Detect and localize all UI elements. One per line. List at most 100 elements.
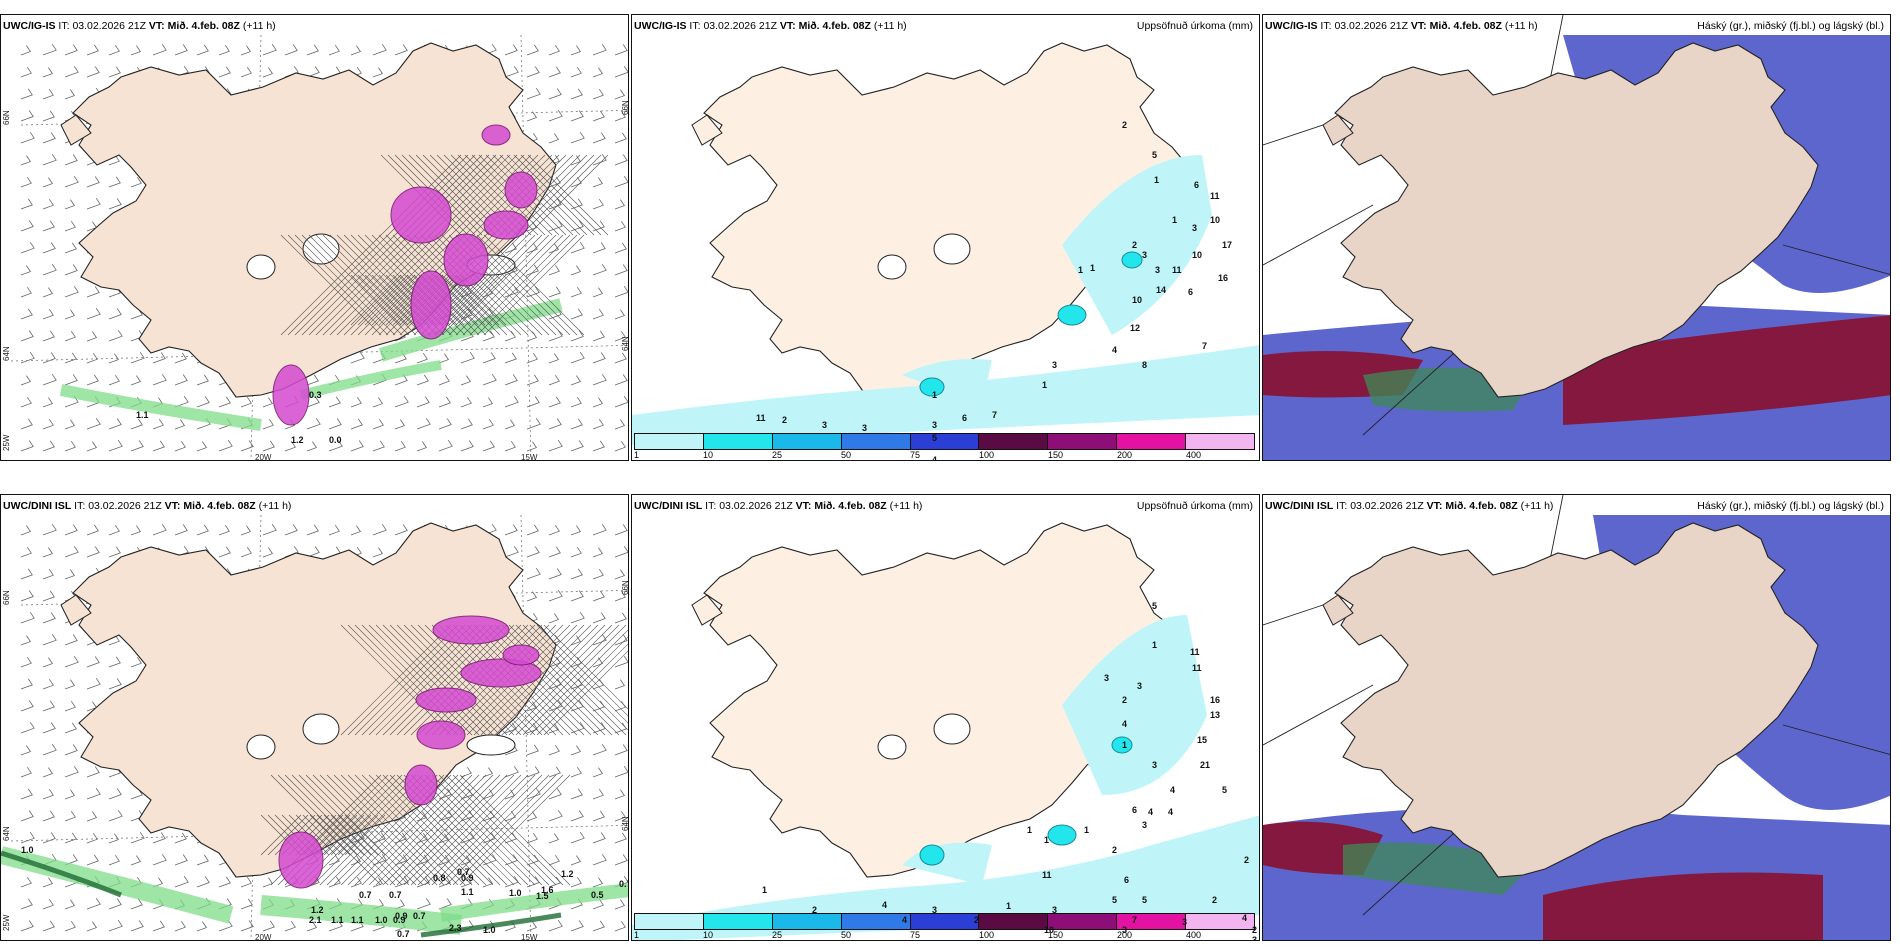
wind-barb (174, 374, 188, 386)
hatch-line (434, 234, 536, 336)
precip-value: 2 (782, 415, 788, 425)
gust-band (299, 360, 442, 400)
wind-barb (570, 525, 582, 536)
lon-label-15w: 15W (521, 453, 538, 461)
wind-barb (130, 176, 142, 188)
cloud-mid (1543, 872, 1823, 940)
wind-barb (196, 374, 209, 386)
wind-barb (108, 788, 122, 800)
wind-barb (42, 722, 56, 734)
wind-barb (592, 67, 604, 78)
wind-barb (20, 418, 33, 430)
island-northwest (1322, 594, 1354, 626)
colorbar-label: 75 (910, 930, 921, 940)
wind-barb (86, 176, 100, 188)
colorbar-segment (703, 914, 773, 929)
wind-barb (20, 525, 32, 536)
wind-barb (526, 876, 540, 888)
wind-barb (592, 43, 607, 56)
wind-barb (20, 721, 35, 734)
it-prefix: IT: (705, 500, 717, 512)
wind-barb (526, 832, 538, 844)
wind-barb (570, 635, 582, 646)
wind-barb (42, 242, 56, 254)
wind-barb (328, 396, 341, 408)
wind-barb (64, 899, 76, 910)
boundary-line (1362, 824, 1464, 916)
precip-colorbar (634, 433, 1255, 450)
glacier-outline (302, 713, 340, 745)
wind-barb (438, 418, 452, 430)
precip-map-panel-top: UWC/IG-IS IT: 03.02.2026 21Z VT: Mið. 4.… (631, 14, 1260, 461)
hatch-line (330, 814, 372, 856)
island-northwest (691, 114, 723, 146)
hatch-line (316, 814, 358, 856)
wind-barb (482, 877, 494, 888)
wind-barb (504, 242, 517, 254)
wind-barb (570, 198, 583, 210)
colorbar-label: 25 (772, 930, 783, 940)
wind-barb (526, 417, 541, 430)
precip-value: 7 (1202, 341, 1208, 351)
hatch-line (308, 234, 410, 336)
wind-barb (130, 45, 142, 56)
wind-barb (152, 920, 165, 932)
wind-barb (152, 373, 167, 386)
wind-barb (20, 656, 32, 668)
wind-barb (130, 375, 142, 386)
gust-value: 1.0 (375, 915, 388, 925)
hatch-line (543, 650, 628, 736)
hatch-line (357, 234, 459, 336)
wind-barb (20, 155, 32, 166)
wind-barb (614, 395, 628, 408)
wind-barb (218, 919, 233, 932)
precip-value: 10 (1192, 250, 1203, 260)
wind-barb (20, 286, 32, 298)
wind-barb (174, 854, 188, 866)
colorbar-label: 10 (703, 450, 714, 460)
wind-barb (526, 264, 539, 276)
wind-barb (460, 351, 475, 364)
wind-barb (108, 898, 122, 910)
colorbar-segment (703, 434, 773, 449)
right-lat-label-64n: 64N (621, 816, 629, 831)
wind-barb (570, 45, 582, 56)
wind-barb (526, 811, 538, 822)
gust-value: 2.1 (309, 915, 322, 925)
wind-barb (570, 920, 584, 932)
wind-barb (438, 854, 450, 866)
hatch-line (494, 624, 606, 736)
hatch-line (417, 774, 529, 886)
precip-value: 2 (974, 915, 980, 925)
gust-value: 2.3 (449, 923, 462, 933)
wind-barb (240, 45, 252, 56)
wind-barb (570, 265, 582, 276)
wind-barb (548, 374, 560, 386)
wind-barb (614, 832, 627, 844)
wind-barb (196, 854, 209, 866)
precip-value: 3 (1252, 935, 1258, 941)
wind-barb (108, 439, 123, 452)
wind-barb (64, 700, 76, 712)
hatch-line (315, 234, 417, 336)
hatch-line (371, 274, 423, 326)
colorbar-label: 10 (703, 930, 714, 940)
wind-barb (42, 330, 55, 342)
hatch-line (267, 814, 309, 856)
model-name: UWC/DINI ISL (3, 500, 72, 512)
wind-barb (42, 898, 54, 910)
wind-barb (570, 176, 582, 188)
wind-barb (592, 678, 604, 690)
wind-barb (614, 352, 627, 364)
island-northwest (691, 594, 723, 626)
wind-barb (570, 110, 584, 122)
panel-header: UWC/IG-IS IT: 03.02.2026 21Z VT: Mið. 4.… (1265, 20, 1538, 32)
wind-barb (614, 524, 628, 536)
wind-barb (20, 198, 33, 210)
panel-title-precip: Uppsöfnuð úrkoma (mm) (1136, 20, 1253, 32)
precip-value: 3 (1152, 760, 1158, 770)
hatch-line (368, 774, 480, 886)
wind-barb (86, 66, 100, 78)
panel-header: UWC/DINI ISL IT: 03.02.2026 21Z VT: Mið.… (1265, 500, 1553, 512)
wind-barb (526, 286, 540, 298)
